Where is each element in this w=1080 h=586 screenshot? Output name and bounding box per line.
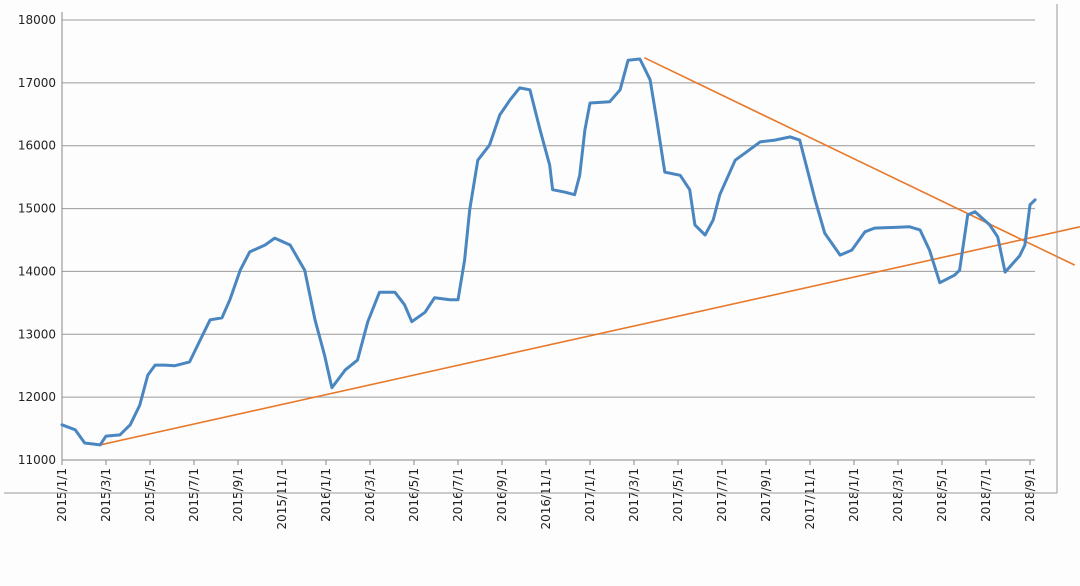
x-tick-label: 2016/7/1 xyxy=(451,468,465,522)
x-axis: 2015/1/1 2015/3/1 2015/5/1 2015/7/1 2015/9/1… xyxy=(55,460,1037,530)
x-tick-label: 2017/1/1 xyxy=(583,468,597,522)
x-tick-label: 2018/1/1 xyxy=(847,468,861,522)
x-tick-label: 2015/5/1 xyxy=(143,468,157,522)
y-tick-label: 17000 xyxy=(18,76,56,90)
y-axis-ticks: 11000 12000 13000 14000 15000 16000 17000 18000 xyxy=(18,12,63,467)
trendline xyxy=(643,56,1076,266)
x-tick-label: 2017/11/1 xyxy=(803,468,817,530)
y-tick-label: 16000 xyxy=(18,139,56,153)
y-tick-label: 14000 xyxy=(18,264,56,278)
x-tick-label: 2015/11/1 xyxy=(275,468,289,530)
y-tick-label: 12000 xyxy=(18,390,56,404)
y-tick-label: 18000 xyxy=(18,13,56,27)
x-tick-label: 2017/3/1 xyxy=(627,468,641,522)
series-line xyxy=(60,57,1037,447)
x-tick-label: 2015/9/1 xyxy=(231,468,245,522)
x-tick-label: 2015/3/1 xyxy=(99,468,113,522)
trendlines xyxy=(99,56,1080,446)
x-tick-label: 2016/1/1 xyxy=(319,468,333,522)
y-tick-label: 13000 xyxy=(18,327,56,341)
y-tick-label: 15000 xyxy=(18,202,56,216)
x-tick-label: 2017/7/1 xyxy=(715,468,729,522)
x-tick-label: 2016/9/1 xyxy=(495,468,509,522)
x-tick-label: 2016/5/1 xyxy=(407,468,421,522)
x-tick-label: 2017/5/1 xyxy=(671,468,685,522)
x-tick-label: 2016/11/1 xyxy=(539,468,553,530)
x-tick-label: 2018/5/1 xyxy=(935,468,949,522)
x-tick-label: 2018/3/1 xyxy=(891,468,905,522)
x-tick-label: 2015/7/1 xyxy=(187,468,201,522)
x-tick-label: 2016/3/1 xyxy=(363,468,377,522)
y-tick-label: 11000 xyxy=(18,453,56,467)
x-tick-label: 2017/9/1 xyxy=(759,468,773,522)
trendline xyxy=(99,226,1080,446)
x-tick-label: 2018/9/1 xyxy=(1023,468,1037,522)
x-tick-label: 2015/1/1 xyxy=(55,468,69,522)
series xyxy=(60,57,1037,447)
gridlines xyxy=(62,19,1035,461)
x-tick-label: 2018/7/1 xyxy=(979,468,993,522)
